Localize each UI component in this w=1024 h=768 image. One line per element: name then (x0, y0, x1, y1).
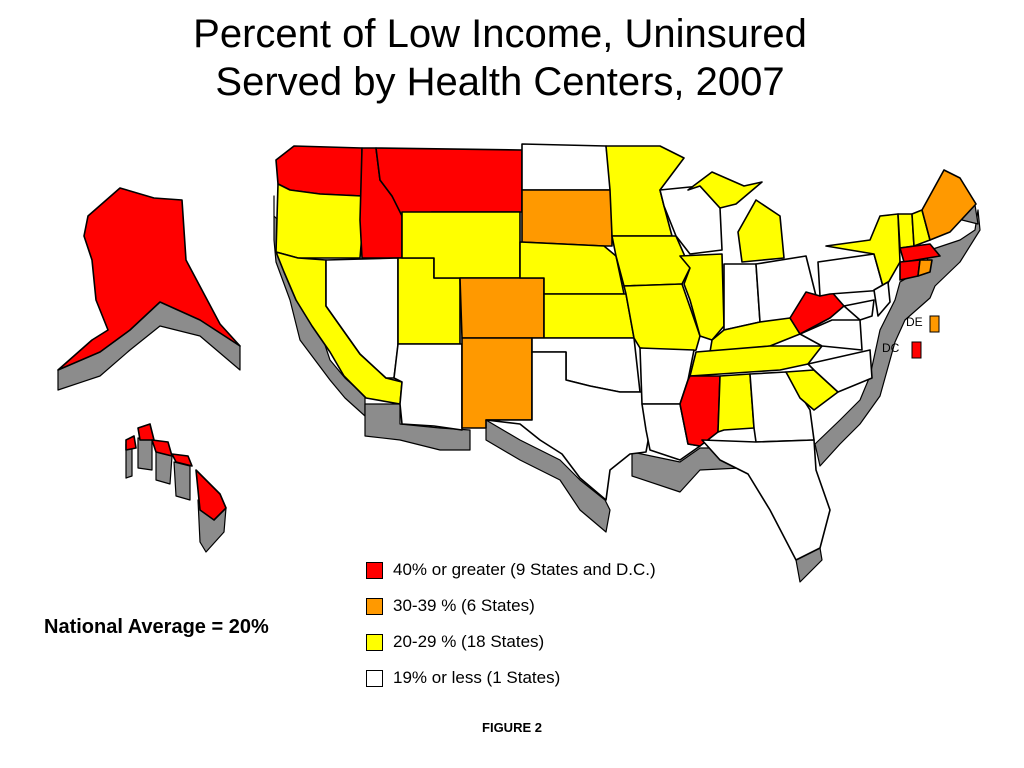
legend-swatch (366, 669, 383, 687)
state-illinois (679, 253, 725, 341)
state-michigan-lower (737, 199, 785, 263)
title-line-1: Percent of Low Income, Uninsured (193, 12, 807, 56)
state-florida (701, 439, 831, 561)
state-new-jersey (873, 281, 891, 317)
legend-item: 40% or greater (9 States and D.C.) (366, 552, 786, 588)
state-hawaii-maui (171, 453, 193, 467)
state-alabama (717, 373, 755, 433)
state-hawaii-big (195, 469, 227, 521)
extrusion-hawaii-molokai (155, 451, 173, 485)
state-south-dakota (521, 189, 613, 247)
legend-label: 19% or less (1 States) (393, 668, 561, 687)
legend-label: 30-39 % (6 States) (393, 596, 535, 615)
extrusion-texas (485, 419, 611, 533)
state-virginia (799, 319, 863, 351)
extrusion-southwest (364, 403, 471, 451)
callout-dc-label: DC (882, 341, 900, 355)
state-indiana (723, 263, 761, 331)
legend-swatch (366, 561, 383, 579)
hawaii (125, 423, 227, 553)
state-iowa (611, 235, 691, 287)
figure-label: FIGURE 2 (482, 720, 542, 735)
legend-item: 20-29 % (18 States) (366, 624, 786, 660)
state-mississippi (679, 375, 721, 447)
title-line-2: Served by Health Centers, 2007 (215, 60, 785, 104)
state-west-virginia (789, 289, 845, 335)
chart-title: Percent of Low Income, Uninsured Served … (0, 10, 1000, 106)
national-average: National Average = 20% (44, 616, 269, 638)
state-hawaii-oahu (137, 423, 155, 441)
state-maine (921, 169, 977, 241)
state-arizona (393, 343, 463, 431)
state-rhode-island (917, 259, 933, 277)
extrusion-hawaii-oahu (137, 437, 153, 471)
callout-de-label: DE (906, 315, 923, 329)
state-colorado (459, 277, 545, 339)
alaska (57, 187, 241, 391)
state-michigan-upper (687, 171, 763, 209)
state-north-carolina (807, 349, 873, 393)
states (275, 143, 977, 561)
callout-dc-swatch (911, 341, 922, 359)
legend-label: 20-29 % (18 States) (393, 632, 545, 651)
state-washington (275, 145, 363, 197)
state-kansas (543, 293, 635, 339)
state-pennsylvania (817, 253, 885, 297)
legend: 40% or greater (9 States and D.C.) 30-39… (366, 552, 786, 696)
state-hawaii-kauai (125, 435, 137, 451)
extrusion-hawaii-maui (173, 461, 191, 501)
state-oregon (275, 183, 365, 259)
state-alaska (57, 187, 241, 371)
state-wyoming (401, 211, 521, 279)
state-connecticut (899, 259, 921, 281)
legend-label: 40% or greater (9 States and D.C.) (393, 560, 656, 579)
legend-item: 19% or less (1 States) (366, 660, 786, 696)
state-texas (485, 351, 651, 501)
state-maryland (843, 299, 875, 321)
extrusion-atlantic (814, 209, 981, 467)
state-south-carolina (785, 369, 839, 411)
legend-item: 30-39 % (6 States) (366, 588, 786, 624)
state-hawaii-molokai (151, 439, 173, 457)
state-new-mexico (461, 337, 533, 429)
state-montana (375, 147, 523, 217)
callout-de-swatch (929, 315, 940, 333)
state-massachusetts (899, 243, 941, 263)
legend-swatch (366, 633, 383, 651)
legend-swatch (366, 597, 383, 615)
callouts: DE DC (882, 315, 940, 359)
state-north-dakota (521, 143, 613, 191)
